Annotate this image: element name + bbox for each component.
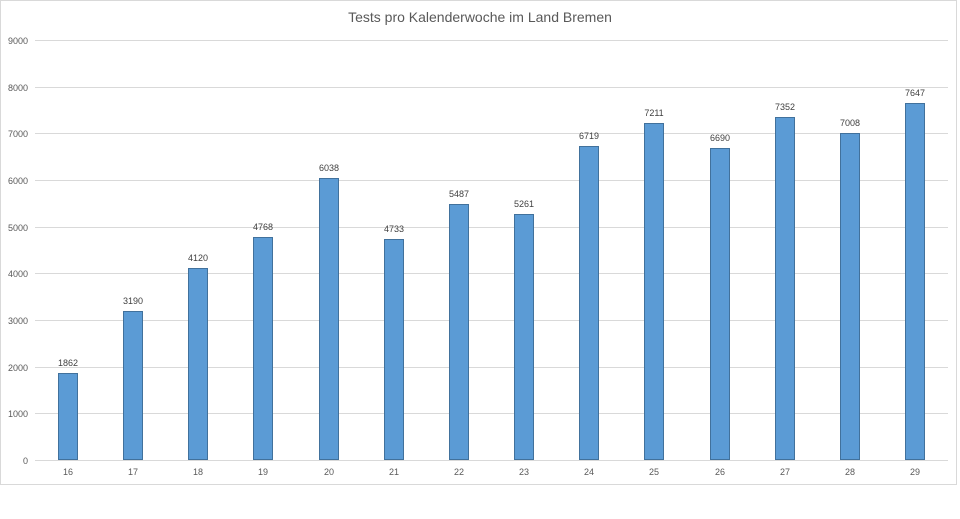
- gridline: [35, 227, 948, 228]
- x-axis-line: [35, 460, 948, 461]
- bar[interactable]: [905, 103, 925, 460]
- x-axis-tick-label: 28: [844, 467, 855, 477]
- bar[interactable]: [840, 133, 860, 460]
- bar[interactable]: [514, 214, 534, 460]
- gridline: [35, 413, 948, 414]
- bar[interactable]: [58, 373, 78, 460]
- data-label: 5487: [448, 189, 470, 199]
- gridline: [35, 87, 948, 88]
- y-axis-tick-label: 7000: [7, 129, 28, 140]
- data-label: 6690: [709, 133, 731, 143]
- data-label: 6719: [578, 131, 600, 141]
- data-label: 3190: [122, 296, 144, 306]
- y-axis-tick-label: 4000: [7, 269, 28, 280]
- data-label: 4768: [252, 222, 274, 232]
- bar[interactable]: [188, 268, 208, 460]
- bar[interactable]: [449, 204, 469, 460]
- data-label: 7647: [904, 88, 926, 98]
- y-axis-tick-label: 0: [22, 456, 28, 466]
- bar[interactable]: [710, 148, 730, 460]
- data-label: 4733: [383, 224, 405, 234]
- x-axis-tick-label: 24: [583, 467, 594, 477]
- y-axis-tick-label: 6000: [7, 176, 28, 186]
- x-axis-tick-label: 25: [648, 467, 659, 477]
- y-axis-tick-label: 5000: [7, 222, 28, 233]
- y-axis-tick-label: 2000: [7, 362, 28, 373]
- gridline: [35, 273, 948, 274]
- y-axis-tick-label: 9000: [7, 36, 28, 46]
- x-axis-tick-label: 22: [453, 467, 464, 477]
- x-axis-tick-label: 19: [257, 467, 268, 477]
- data-label: 1862: [57, 358, 79, 368]
- gridline: [35, 320, 948, 321]
- bar[interactable]: [319, 178, 339, 460]
- x-axis-tick-label: 17: [127, 467, 138, 477]
- x-axis-tick-label: 16: [62, 467, 73, 477]
- bar[interactable]: [253, 237, 273, 460]
- x-axis-tick-label: 27: [779, 467, 790, 477]
- data-label: 7352: [774, 102, 796, 112]
- bar[interactable]: [579, 146, 599, 460]
- data-label: 7211: [644, 108, 664, 118]
- chart-frame: [0, 0, 957, 485]
- bar[interactable]: [384, 239, 404, 460]
- x-axis-tick-label: 23: [518, 467, 529, 477]
- data-label: 6038: [318, 163, 340, 173]
- x-axis-tick-label: 20: [323, 467, 334, 477]
- x-axis-tick-label: 18: [192, 467, 203, 477]
- chart-title: Tests pro Kalenderwoche im Land Bremen: [348, 9, 612, 25]
- x-axis-tick-label: 21: [388, 467, 399, 477]
- gridline: [35, 133, 948, 134]
- data-label: 7008: [839, 118, 861, 128]
- x-axis-tick-label: 26: [714, 467, 725, 477]
- gridline: [35, 40, 948, 41]
- bar[interactable]: [644, 123, 664, 460]
- data-label: 4120: [187, 253, 209, 263]
- bar[interactable]: [123, 311, 143, 460]
- y-axis-tick-label: 3000: [7, 316, 28, 326]
- y-axis-tick-label: 8000: [7, 82, 28, 93]
- gridline: [35, 180, 948, 181]
- bar[interactable]: [775, 117, 795, 460]
- gridline: [35, 367, 948, 368]
- y-axis-tick-label: 1000: [7, 409, 28, 420]
- x-axis-tick-label: 29: [909, 467, 920, 477]
- data-label: 5261: [513, 199, 535, 209]
